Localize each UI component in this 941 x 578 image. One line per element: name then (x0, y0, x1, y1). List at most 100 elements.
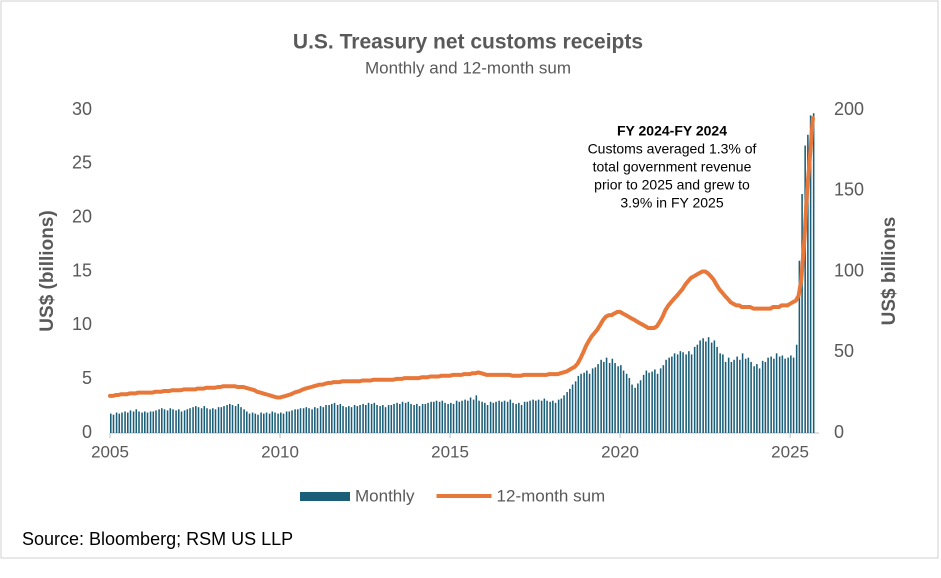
bar (693, 346, 696, 433)
line-series (108, 116, 815, 400)
y2-tick-label: 150 (834, 180, 864, 200)
bar (447, 403, 449, 433)
bar (747, 357, 750, 433)
bar (311, 409, 313, 433)
bar (226, 405, 228, 433)
bar (288, 411, 291, 433)
y-tick-label: 25 (72, 153, 92, 173)
bar (217, 407, 220, 433)
bar (240, 407, 242, 433)
bar (121, 412, 123, 433)
annotation-title: FY 2024-FY 2024 (617, 123, 727, 139)
bar (705, 341, 707, 433)
bar (350, 407, 353, 433)
bar (577, 375, 580, 433)
bar (433, 401, 435, 433)
bar (430, 401, 432, 433)
bar (594, 367, 597, 433)
bar (736, 356, 738, 433)
bar (787, 357, 789, 433)
bar (149, 411, 152, 433)
bar (342, 406, 344, 433)
bar (758, 368, 761, 433)
bar (297, 409, 299, 433)
bar (365, 405, 367, 433)
legend-label: 12-month sum (497, 486, 606, 505)
bar (212, 408, 214, 433)
bar (308, 408, 310, 433)
bar (523, 401, 526, 433)
bar (529, 400, 531, 433)
bar (175, 410, 177, 433)
bar (316, 408, 319, 433)
bar (427, 402, 429, 433)
bar (707, 337, 710, 433)
bar (486, 405, 489, 433)
bar (206, 408, 208, 433)
bar (152, 411, 155, 433)
bar (214, 409, 217, 433)
bar (200, 408, 203, 433)
bar (155, 410, 157, 433)
bar (396, 402, 398, 433)
bar (688, 351, 690, 433)
bar (478, 400, 480, 433)
annotation-line: prior to 2025 and grew to (594, 177, 750, 193)
bar (503, 400, 506, 433)
bar (620, 365, 622, 433)
bar (549, 401, 551, 433)
bar (220, 407, 223, 433)
bar (608, 363, 611, 433)
bar (611, 358, 614, 433)
y2-tick-label: 200 (834, 99, 864, 119)
bar (702, 338, 704, 433)
bar (274, 412, 276, 433)
bar (696, 344, 699, 433)
bar (756, 364, 758, 433)
bar (370, 403, 373, 433)
bar (557, 399, 560, 433)
bar (475, 395, 478, 433)
bar (209, 409, 211, 433)
bar (163, 409, 166, 433)
bar (132, 411, 135, 433)
x-tick-label: 2010 (261, 442, 299, 461)
legend-label: Monthly (355, 486, 415, 505)
bar (339, 403, 342, 433)
bar (673, 353, 676, 433)
bar (781, 355, 784, 433)
bar (362, 403, 364, 433)
chart-frame (0, 0, 939, 559)
bar (543, 398, 546, 433)
bar (603, 361, 605, 433)
bar (464, 399, 466, 433)
bar (795, 344, 798, 433)
bar (574, 381, 577, 433)
legend-swatch (300, 492, 350, 501)
bar (792, 357, 795, 433)
bar (356, 406, 359, 433)
bar (410, 403, 412, 433)
bar (399, 403, 401, 433)
bar (614, 363, 616, 433)
bar (379, 406, 381, 433)
bar (305, 407, 308, 433)
bar (333, 402, 336, 433)
chart-subtitle: Monthly and 12-month sum (365, 58, 571, 77)
bar (540, 400, 543, 433)
bar (492, 402, 495, 433)
bar (441, 400, 444, 433)
bar (246, 411, 248, 433)
bar (302, 408, 305, 433)
bar (229, 403, 231, 433)
bar (583, 372, 585, 433)
bar (622, 370, 625, 433)
bar (299, 408, 302, 433)
bar (450, 402, 452, 433)
bar (203, 406, 206, 433)
bar (243, 409, 245, 433)
x-tick-label: 2020 (601, 442, 639, 461)
bar (722, 354, 724, 433)
bar (484, 402, 486, 433)
